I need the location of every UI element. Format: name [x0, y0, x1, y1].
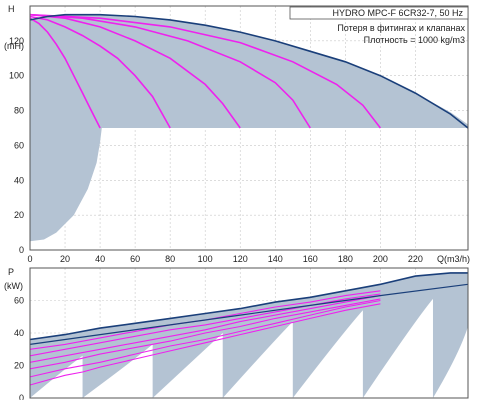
- power-area-cutout-6: [432, 287, 473, 398]
- head-curve-5: [29, 13, 382, 129]
- power-y-tick-3: 60: [14, 296, 24, 306]
- power-curves: [29, 272, 469, 386]
- power-area-cutout-3: [222, 321, 293, 398]
- flow-tick-8: 160: [303, 254, 318, 264]
- flow-tick-3: 60: [130, 254, 140, 264]
- info-line-1: Потеря в фитингах и клапанах: [337, 23, 465, 33]
- head-y-tick-1: 20: [14, 210, 24, 220]
- head-curve-1: [29, 17, 101, 129]
- power-area-cutout-5: [362, 298, 433, 398]
- info-box-frame: [289, 6, 469, 20]
- flow-tick-9: 180: [338, 254, 353, 264]
- power-curve-4: [29, 295, 381, 363]
- head-curve-2: [29, 15, 171, 129]
- head-y-tick-4: 80: [14, 106, 24, 116]
- flow-axis-label: Q(m3/h): [437, 254, 470, 264]
- flow-tick-7: 140: [268, 254, 283, 264]
- head-y-label: H: [8, 4, 15, 14]
- power-curve-3: [29, 298, 381, 370]
- power-area-cutout-2: [152, 333, 223, 398]
- head-y-tick-6: 120: [9, 36, 24, 46]
- head-y-unit: (mH): [4, 41, 24, 51]
- head-curves: [29, 13, 469, 129]
- head-y-tick-0: 0: [19, 245, 24, 255]
- flow-tick-4: 80: [165, 254, 175, 264]
- head-y-tick-5: 100: [9, 71, 24, 81]
- power-y-unit: (kW): [4, 281, 23, 291]
- power-tick-labels: 0 20 40 60: [14, 296, 24, 400]
- power-area-cutout-0: [30, 355, 83, 398]
- head-curve-3: [29, 13, 241, 129]
- head-curve-4: [29, 13, 311, 129]
- head-shaded-area: [30, 14, 468, 242]
- power-envelope-lower: [29, 283, 469, 345]
- info-line-2: Плотность = 1000 kg/m3: [364, 35, 465, 45]
- flow-tick-1: 20: [60, 254, 70, 264]
- flow-tick-5: 100: [198, 254, 213, 264]
- power-y-tick-2: 40: [14, 328, 24, 338]
- power-envelope-upper: [29, 272, 468, 341]
- power-y-tick-0: 0: [19, 393, 24, 400]
- flow-tick-11: 220: [408, 254, 423, 264]
- flow-tick-10: 200: [373, 254, 388, 264]
- flow-tick-2: 40: [95, 254, 105, 264]
- head-operating-area: [30, 14, 468, 242]
- head-tick-labels: 0 20 40 60 80 100 120: [9, 36, 24, 255]
- power-area-cutout-1: [82, 344, 153, 398]
- head-plot-frame: [29, 5, 469, 251]
- head-y-tick-2: 40: [14, 175, 24, 185]
- power-area-cutout-4: [292, 310, 363, 398]
- power-y-label: P: [8, 267, 14, 277]
- info-box: HYDRO MPC-F 6CR32-7, 50 Hz Потеря в фити…: [289, 6, 469, 45]
- flow-tick-6: 120: [233, 254, 248, 264]
- power-y-tick-1: 20: [14, 361, 24, 371]
- power-curve-2: [29, 299, 381, 378]
- power-plot-frame: [29, 267, 469, 399]
- power-curve-1: [29, 303, 381, 386]
- head-envelope-curve: [29, 13, 469, 129]
- flow-tick-labels: 0 20 40 60 80 100 120 140 160 180 200 220: [27, 254, 422, 264]
- flow-tick-0: 0: [27, 254, 32, 264]
- head-y-tick-3: 60: [14, 140, 24, 150]
- info-title: HYDRO MPC-F 6CR32-7, 50 Hz: [332, 8, 463, 18]
